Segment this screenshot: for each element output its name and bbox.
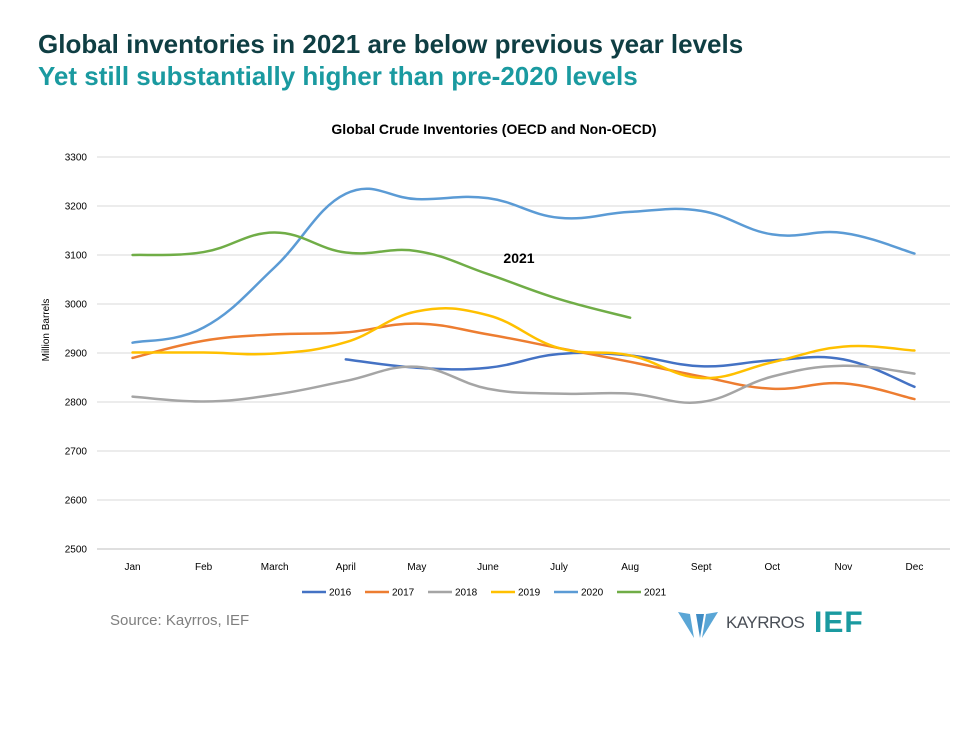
chart-title: Global Crude Inventories (OECD and Non-O…: [331, 121, 656, 137]
x-tick-labels: Jan Feb March April May June July Aug Sept Oct Nov…: [124, 562, 923, 573]
y-tick-label: 2700: [65, 447, 88, 458]
legend-label-2018: 2018: [455, 588, 478, 599]
x-tick-label: Feb: [195, 562, 213, 573]
ief-logo: IEF: [814, 606, 864, 639]
series-lines: [131, 187, 916, 404]
kayrros-logo-text: KAYRROS: [726, 613, 805, 632]
legend-label-2021: 2021: [644, 588, 667, 599]
x-tick-label: Oct: [765, 562, 781, 573]
x-tick-label: May: [407, 562, 426, 573]
x-tick-label: April: [336, 562, 356, 573]
y-tick-label: 2900: [65, 349, 88, 360]
legend-label-2020: 2020: [581, 588, 604, 599]
y-tick-label: 3200: [65, 202, 88, 213]
x-tick-label: June: [477, 562, 499, 573]
series-line-2019: [131, 307, 916, 380]
y-tick-labels: 2500 2600 2700 2800 2900 3000 3100 3200 3300: [65, 153, 88, 556]
x-tick-label: Aug: [621, 562, 639, 573]
y-tick-label: 2800: [65, 398, 88, 409]
source-note: Source: Kayrros, IEF: [110, 612, 250, 629]
subheadline: Yet still substantially higher than pre-…: [38, 61, 638, 91]
x-tick-label: Sept: [691, 562, 712, 573]
y-tick-label: 3000: [65, 300, 88, 311]
legend-label-2019: 2019: [518, 588, 541, 599]
legend-label-2016: 2016: [329, 588, 352, 599]
y-tick-label: 2600: [65, 496, 88, 507]
x-tick-label: July: [550, 562, 568, 573]
x-tick-label: Nov: [834, 562, 852, 573]
x-tick-label: March: [261, 562, 289, 573]
series-line-2020: [131, 187, 916, 344]
legend-label-2017: 2017: [392, 588, 415, 599]
series-line-2021: [131, 231, 632, 319]
y-axis-label: Million Barrels: [41, 299, 52, 362]
series-line-2018: [131, 364, 916, 404]
x-tick-label: Dec: [906, 562, 924, 573]
line-chart: Global Crude Inventories (OECD and Non-O…: [41, 121, 950, 599]
annotation-2021: 2021: [503, 250, 534, 266]
kayrros-logo-icon: [678, 612, 718, 638]
y-tick-label: 3300: [65, 153, 88, 164]
legend: 2016 2017 2018 2019 2020 2021: [302, 588, 667, 599]
y-tick-label: 2500: [65, 545, 88, 556]
logos: KAYRROS IEF: [676, 604, 876, 640]
x-tick-label: Jan: [124, 562, 140, 573]
headline: Global inventories in 2021 are below pre…: [38, 29, 744, 59]
series-line-2017: [131, 322, 916, 401]
y-tick-label: 3100: [65, 251, 88, 262]
